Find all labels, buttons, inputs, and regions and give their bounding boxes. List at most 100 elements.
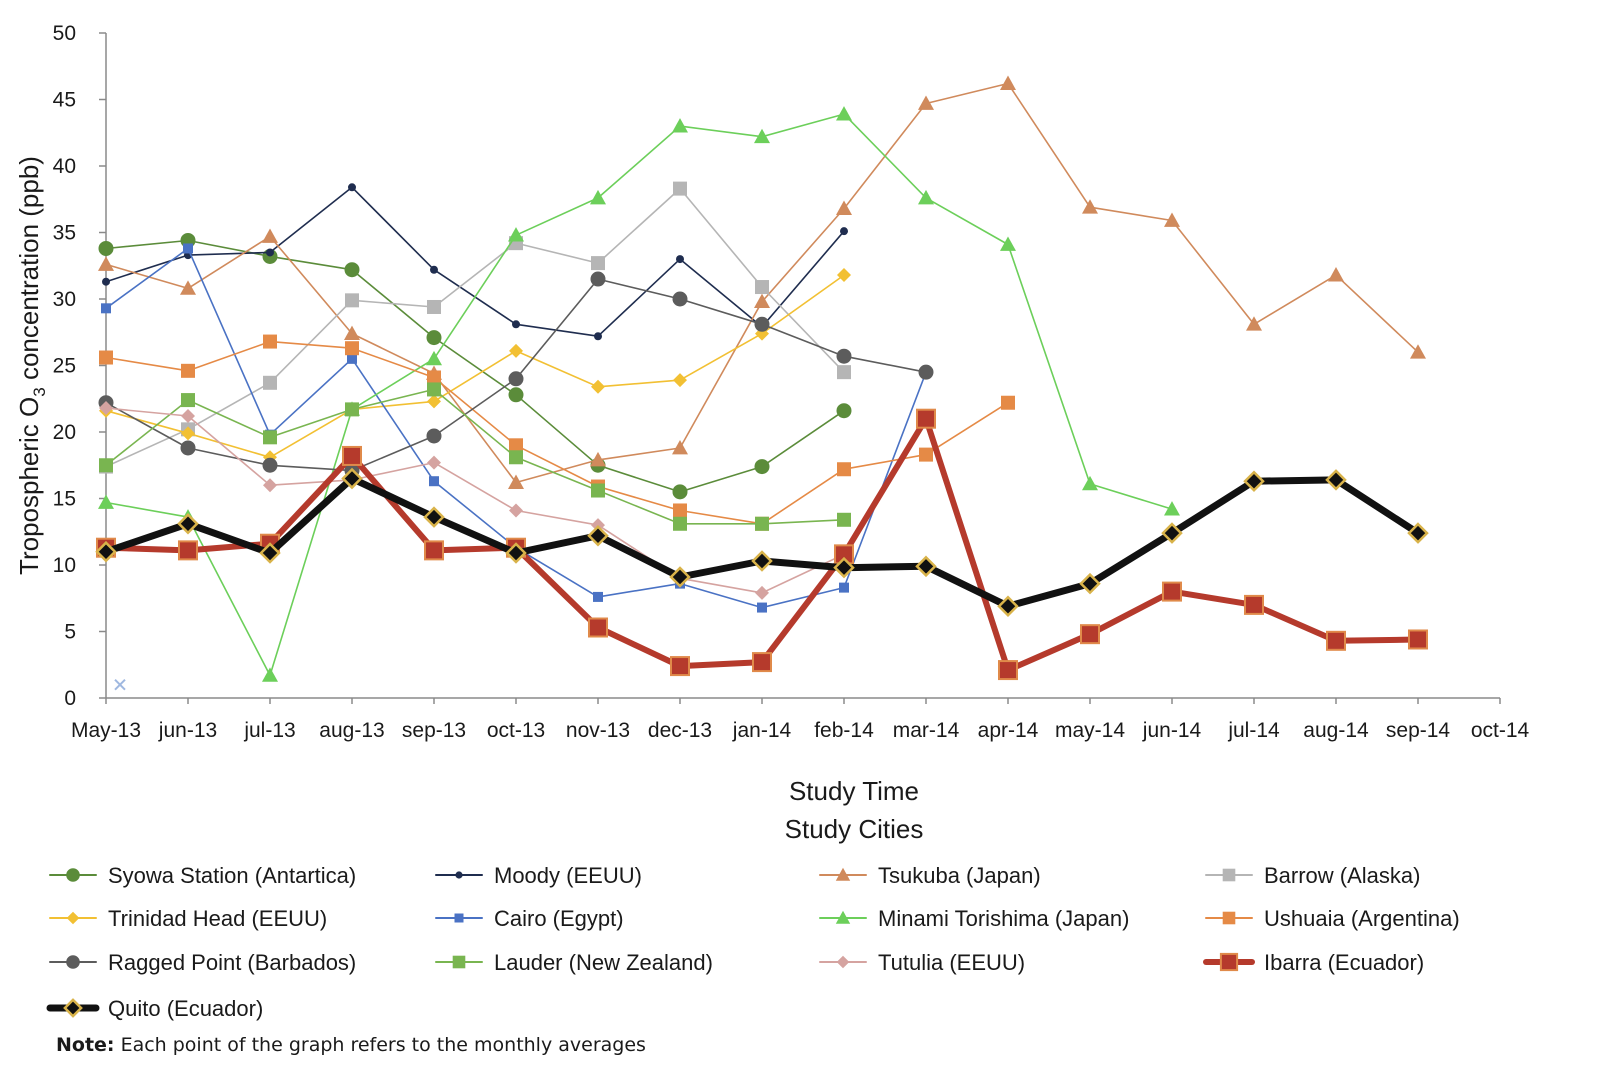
data-point <box>673 503 687 518</box>
data-point <box>177 513 199 535</box>
data-point <box>345 293 359 308</box>
data-point <box>919 447 933 462</box>
data-point <box>836 403 852 419</box>
series-line <box>105 239 845 493</box>
data-point <box>423 506 445 528</box>
x-tick-label: oct-13 <box>487 719 545 742</box>
data-point <box>509 438 523 453</box>
legend-label: Minami Torishima (Japan) <box>878 906 1129 931</box>
data-point <box>345 402 359 417</box>
data-point <box>918 95 934 110</box>
data-point <box>918 189 934 205</box>
data-point <box>587 524 609 547</box>
data-point <box>672 484 688 500</box>
data-point <box>347 353 357 364</box>
data-point <box>754 293 770 309</box>
data-point <box>669 566 691 588</box>
legend-label: Trinidad Head (EEUU) <box>108 906 327 931</box>
series-lauder-new-zealand <box>99 382 851 531</box>
data-point <box>427 394 441 409</box>
data-point <box>836 106 852 121</box>
series-line <box>105 340 1009 525</box>
legend-item-ragged-point-barbados: Ragged Point (Barbados) <box>49 950 356 975</box>
y-axis-title-subscript: 3 <box>30 387 49 396</box>
legend-item-ibarra-ecuador: Ibarra (Ecuador) <box>1203 950 1424 975</box>
data-point <box>102 277 110 286</box>
data-point <box>181 409 195 424</box>
data-point <box>752 652 772 673</box>
x-tick-label: jun-13 <box>158 719 217 742</box>
data-point <box>508 474 524 489</box>
data-point <box>426 350 442 366</box>
data-point <box>757 602 767 613</box>
series-layer <box>95 75 1429 691</box>
data-point <box>181 393 195 408</box>
data-point <box>676 255 684 264</box>
data-point <box>672 439 688 455</box>
data-point <box>427 299 441 314</box>
series-tutulia-eeuu <box>99 401 851 600</box>
data-point <box>505 542 527 564</box>
x-tick-label: May-13 <box>71 719 141 742</box>
y-axis-title: Tropospheric O3 concentration (ppb) <box>14 156 49 575</box>
data-point <box>181 363 195 378</box>
y-tick-label: 45 <box>53 89 76 112</box>
data-point <box>101 303 111 314</box>
data-point <box>1000 236 1016 251</box>
legend-label: Lauder (New Zealand) <box>494 950 713 975</box>
data-point <box>509 343 523 358</box>
data-point <box>839 582 849 593</box>
data-point <box>916 408 936 429</box>
note-text: Each point of the graph refers to the mo… <box>114 1034 646 1056</box>
data-point <box>262 667 278 682</box>
data-point <box>918 364 934 380</box>
data-point <box>755 516 769 531</box>
data-point <box>833 556 855 579</box>
legend: Study Cities Syowa Station (Antartica) Moo… <box>46 814 1460 1021</box>
legend-swatch-marker <box>454 913 464 923</box>
y-tick-label: 40 <box>53 155 76 178</box>
y-axis-title-suffix: concentration (ppb) <box>14 156 44 387</box>
stray-data-point <box>114 678 126 691</box>
data-point <box>1408 629 1428 650</box>
data-point <box>998 660 1018 681</box>
data-point <box>670 656 690 677</box>
y-tick-label: 20 <box>53 421 76 444</box>
legend-item-lauder-new-zealand: Lauder (New Zealand) <box>435 950 713 975</box>
legend-label: Cairo (Egypt) <box>494 906 624 931</box>
legend-label: Ibarra (Ecuador) <box>1264 950 1424 975</box>
legend-swatch-marker <box>452 955 466 969</box>
series-line <box>105 113 1173 677</box>
data-point <box>755 280 769 295</box>
data-point <box>1080 624 1100 645</box>
data-point <box>836 348 852 364</box>
data-point <box>263 478 277 493</box>
data-point <box>98 494 114 509</box>
data-point <box>508 387 524 403</box>
data-point <box>590 189 606 205</box>
legend-swatch-marker <box>63 998 83 1018</box>
data-point <box>590 271 606 287</box>
legend-item-syowa-station-antartica: Syowa Station (Antartica) <box>49 863 356 888</box>
series-quito-ecuador <box>95 467 1429 617</box>
series-tsukuba-japan <box>98 75 1426 489</box>
data-point <box>178 540 198 561</box>
legend-item-trinidad-head-eeuu: Trinidad Head (EEUU) <box>49 906 327 931</box>
data-point <box>754 459 770 475</box>
data-point <box>427 370 441 385</box>
data-point <box>837 512 851 527</box>
data-point <box>427 382 441 397</box>
data-point <box>344 262 360 278</box>
data-point <box>1243 470 1265 492</box>
data-point <box>344 325 360 340</box>
legend-item-tutulia-eeuu: Tutulia (EEUU) <box>819 950 1025 975</box>
data-point <box>99 350 113 365</box>
data-point <box>836 200 852 215</box>
data-point <box>673 373 687 388</box>
data-point <box>180 280 196 295</box>
series-line <box>103 415 1421 674</box>
data-point <box>262 228 278 243</box>
legend-title: Study Cities <box>785 814 924 844</box>
x-tick-label: jul-14 <box>1227 719 1280 742</box>
data-point <box>1164 501 1180 516</box>
